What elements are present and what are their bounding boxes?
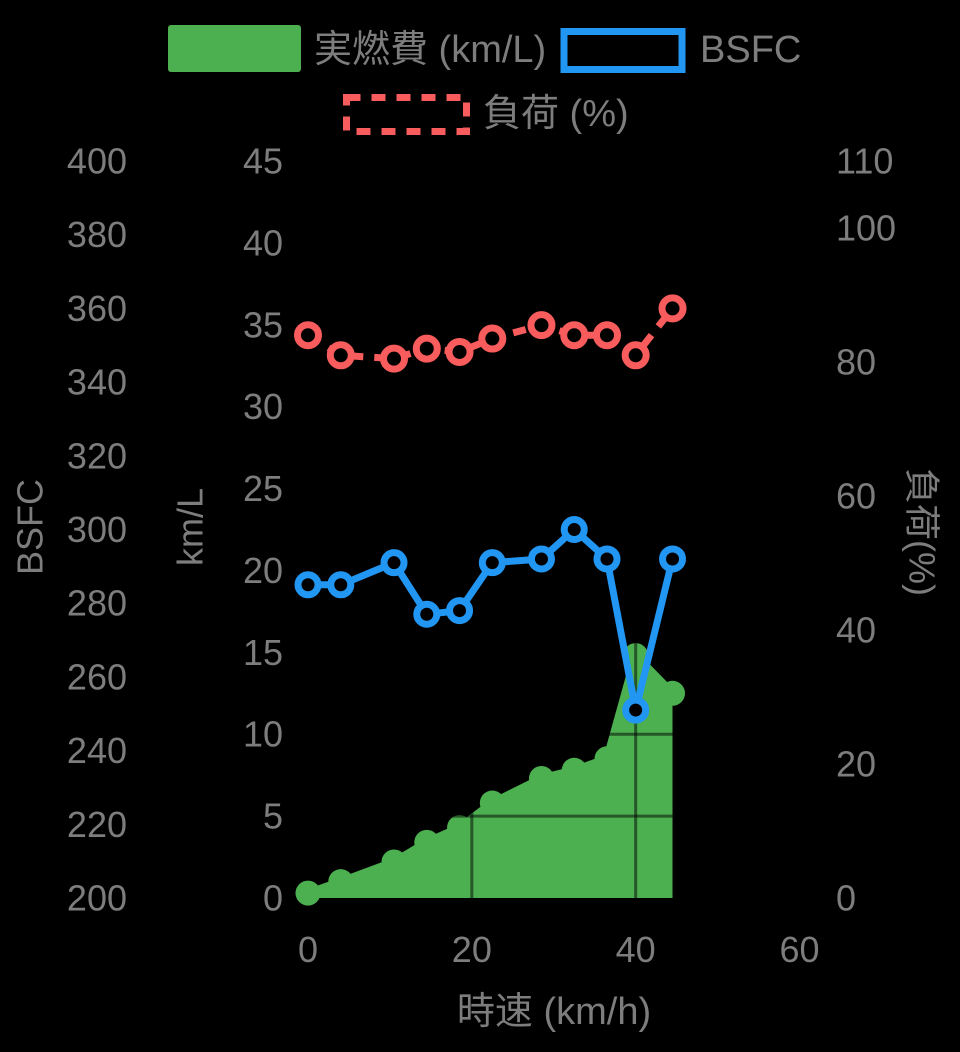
bsfc-data-marker[interactable] (659, 545, 687, 573)
legend-label-fuel: 実燃費 (km/L) (314, 29, 546, 71)
load-data-marker[interactable] (445, 337, 474, 366)
bsfc-tick-label: 240 (67, 730, 127, 771)
bsfc-tick-label: 260 (67, 656, 127, 697)
load-tick-label: 80 (836, 342, 876, 383)
x-tick-label: 60 (779, 929, 819, 970)
bsfc-tick-label: 280 (67, 583, 127, 624)
bsfc-tick-label: 340 (67, 362, 127, 403)
bsfc-data-marker[interactable] (478, 549, 506, 577)
legend-swatch-load-dashed (343, 94, 470, 135)
bsfc-tick-label: 320 (67, 435, 127, 476)
fuel-data-marker[interactable] (414, 829, 440, 855)
fuel-data-marker[interactable] (561, 757, 587, 783)
bsfc-tick-label: 360 (67, 288, 127, 329)
load-tick-label: 100 (836, 208, 896, 249)
tick-labels-kml: 0 5 10 15 20 25 30 35 40 45 (243, 141, 283, 919)
load-tick-label: 60 (836, 476, 876, 517)
bsfc-data-marker[interactable] (294, 571, 322, 599)
tick-labels-x: 0 20 40 60 (298, 929, 820, 970)
load-tick-label: 110 (836, 141, 893, 182)
kml-tick-label: 10 (243, 714, 283, 755)
fuel-data-marker[interactable] (295, 880, 321, 906)
load-data-marker[interactable] (294, 321, 322, 350)
legend-item-fuel[interactable]: 実燃費 (km/L) (168, 25, 546, 72)
tick-labels-load: 0 20 40 60 80 100 110 (836, 141, 896, 919)
bsfc-data-marker[interactable] (413, 600, 441, 628)
bsfc-tick-label: 400 (67, 141, 127, 182)
kml-tick-label: 35 (243, 304, 283, 345)
kml-tick-label: 25 (243, 468, 283, 509)
fuel-data-marker[interactable] (328, 869, 354, 895)
load-data-marker[interactable] (621, 341, 650, 370)
kml-tick-label: 15 (243, 632, 283, 673)
x-tick-label: 40 (616, 929, 656, 970)
legend: 実燃費 (km/L) BSFC 負荷 (%) (168, 25, 801, 135)
fuel-area-fill (308, 655, 673, 898)
kml-tick-label: 45 (243, 141, 283, 182)
fuel-data-marker[interactable] (381, 849, 407, 875)
bsfc-data-marker[interactable] (593, 545, 621, 573)
axis-title-load: 負荷(%) (901, 468, 942, 596)
axis-title-speed: 時速 (km/h) (457, 991, 651, 1033)
bsfc-line-series (294, 516, 687, 724)
kml-tick-label: 0 (263, 878, 283, 919)
bsfc-tick-label: 380 (67, 214, 127, 255)
load-data-marker[interactable] (560, 321, 589, 350)
legend-item-load[interactable]: 負荷 (%) (343, 93, 629, 135)
fuel-data-marker[interactable] (660, 680, 686, 706)
bsfc-tick-label: 300 (67, 509, 127, 550)
bsfc-data-marker[interactable] (622, 696, 650, 724)
bsfc-data-marker[interactable] (560, 516, 588, 543)
fuel-data-marker[interactable] (528, 765, 554, 791)
kml-tick-label: 20 (243, 550, 283, 591)
legend-item-bsfc[interactable]: BSFC (560, 28, 801, 73)
load-data-marker[interactable] (380, 344, 409, 373)
legend-label-bsfc: BSFC (700, 29, 801, 71)
legend-label-load: 負荷 (%) (483, 93, 629, 135)
legend-swatch-fuel-area (168, 25, 301, 72)
bsfc-tick-label: 200 (67, 878, 127, 919)
axis-title-bsfc: BSFC (10, 479, 51, 575)
fuel-data-marker[interactable] (479, 790, 505, 816)
bsfc-tick-label: 220 (67, 804, 127, 845)
bsfc-data-marker[interactable] (527, 545, 555, 573)
load-tick-label: 40 (836, 610, 876, 651)
load-data-marker[interactable] (478, 324, 507, 353)
axis-title-kml: km/L (170, 488, 211, 566)
kml-tick-label: 30 (243, 386, 283, 427)
x-tick-label: 20 (452, 929, 492, 970)
load-data-marker[interactable] (527, 311, 556, 340)
load-data-marker[interactable] (658, 294, 687, 323)
bsfc-data-marker[interactable] (327, 571, 355, 599)
bsfc-data-marker[interactable] (446, 597, 474, 625)
x-tick-label: 0 (298, 929, 318, 970)
gridlines (308, 161, 800, 898)
fuel-data-marker[interactable] (447, 815, 473, 841)
load-data-marker[interactable] (412, 334, 441, 363)
kml-tick-label: 5 (263, 796, 283, 837)
legend-swatch-bsfc-line (560, 28, 686, 73)
kml-tick-label: 40 (243, 222, 283, 263)
load-data-marker[interactable] (326, 341, 355, 370)
load-tick-label: 0 (836, 878, 856, 919)
tick-labels-bsfc: 200 220 240 260 280 300 320 340 360 380 400 (67, 141, 127, 919)
fuel-data-marker[interactable] (594, 746, 620, 772)
load-line-series (294, 294, 687, 373)
load-tick-label: 20 (836, 744, 876, 785)
bsfc-data-marker[interactable] (380, 549, 408, 577)
load-data-marker[interactable] (592, 321, 621, 350)
